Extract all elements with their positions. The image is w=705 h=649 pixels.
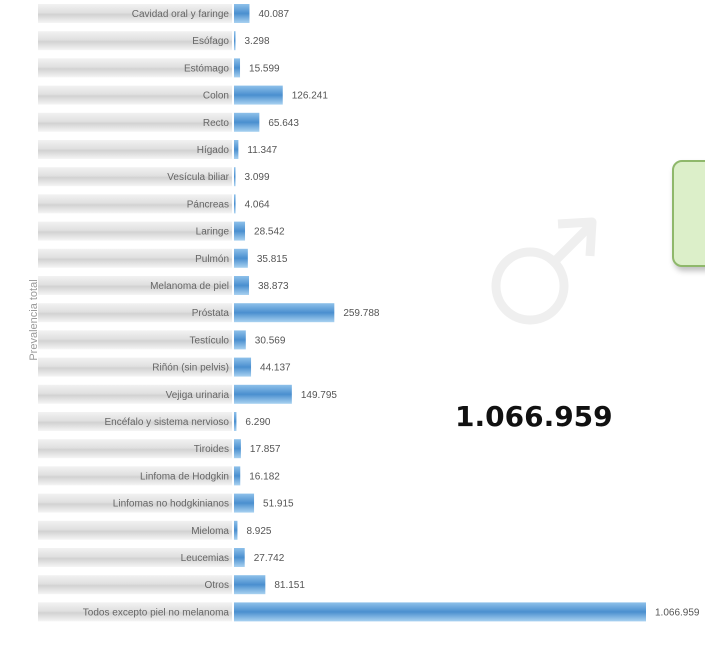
category-label: Otros: [205, 580, 229, 591]
category-label: Riñón (sin pelvis): [152, 363, 229, 374]
value-label: 30.569: [255, 335, 286, 346]
category-row-bg: [38, 466, 232, 486]
bar: [234, 412, 237, 431]
category-label: Esófago: [192, 36, 229, 47]
bar: [234, 357, 252, 377]
bar: [234, 167, 236, 187]
value-label: 40.087: [258, 9, 289, 20]
category-row-bg: [38, 357, 232, 377]
category-row-bg: [38, 31, 232, 51]
category-row-bg: [38, 575, 232, 595]
value-label: 149.795: [301, 390, 338, 401]
bar: [234, 140, 239, 159]
value-label: 51.915: [263, 499, 294, 510]
value-label: 81.151: [274, 580, 305, 591]
category-label: Linfomas no hodgkinianos: [113, 499, 229, 510]
bar: [234, 4, 250, 23]
value-label: 126.241: [292, 91, 329, 102]
category-label: Tiroides: [194, 444, 229, 455]
category-row-bg: [38, 4, 232, 23]
category-label: Hígado: [197, 145, 230, 156]
category-label: Páncreas: [187, 199, 229, 210]
bar: [234, 493, 255, 513]
value-label: 3.099: [245, 172, 270, 183]
category-label: Vejiga urinaria: [166, 390, 230, 401]
category-label: Mieloma: [191, 526, 229, 537]
category-row-bg: [38, 167, 232, 187]
value-label: 8.925: [246, 526, 271, 537]
category-label: Próstata: [192, 308, 230, 319]
category-label: Recto: [203, 118, 230, 129]
category-row-bg: [38, 221, 232, 241]
category-label: Todos excepto piel no melanoma: [83, 607, 230, 618]
bar: [234, 575, 266, 595]
category-row-bg: [38, 548, 232, 567]
category-label: Estómago: [184, 63, 229, 74]
category-row-bg: [38, 194, 232, 214]
value-label: 17.857: [250, 444, 281, 455]
bar: [234, 466, 241, 486]
category-label: Laringe: [196, 227, 230, 238]
bar: [234, 548, 245, 567]
callout-box: [672, 160, 705, 267]
y-axis-label: Prevalencia total: [28, 279, 40, 361]
category-row-bg: [38, 493, 232, 513]
value-label: 1.066.959: [655, 607, 700, 618]
category-label: Colon: [203, 91, 229, 102]
value-label: 3.298: [245, 36, 270, 47]
category-row-bg: [38, 112, 232, 132]
category-label: Melanoma de piel: [150, 281, 229, 292]
category-row-bg: [38, 384, 232, 404]
category-row-bg: [38, 303, 232, 323]
bar: [234, 248, 248, 268]
value-label: 65.643: [268, 118, 299, 129]
category-row-bg: [38, 140, 232, 159]
bar: [234, 112, 260, 132]
category-row-bg: [38, 602, 232, 622]
category-label: Cavidad oral y faringe: [132, 9, 230, 20]
category-row-bg: [38, 330, 232, 350]
value-label: 6.290: [245, 417, 270, 428]
category-row-bg: [38, 412, 232, 431]
category-label: Vesícula biliar: [167, 172, 229, 183]
value-label: 16.182: [249, 471, 280, 482]
bar: [234, 58, 241, 78]
category-row-bg: [38, 248, 232, 268]
value-label: 11.347: [247, 145, 277, 156]
category-label: Testículo: [190, 335, 230, 346]
bar: [234, 330, 246, 350]
bar: [234, 384, 292, 404]
category-row-bg: [38, 85, 232, 105]
category-row-bg: [38, 439, 232, 459]
bar: [234, 31, 236, 51]
category-label: Linfoma de Hodgkin: [140, 471, 229, 482]
category-label: Leucemias: [181, 553, 229, 564]
category-label: Encéfalo y sistema nervioso: [104, 417, 229, 428]
category-row-bg: [38, 276, 232, 295]
bar: [234, 85, 283, 105]
male-sign-icon: [491, 217, 597, 325]
bar: [234, 194, 236, 214]
value-label: 35.815: [257, 254, 288, 265]
category-row-bg: [38, 58, 232, 78]
total-prevalence-number: 1.066.959: [455, 400, 613, 433]
value-label: 27.742: [254, 553, 285, 564]
bar: [234, 520, 238, 540]
value-label: 4.064: [245, 199, 270, 210]
value-label: 259.788: [343, 308, 380, 319]
value-label: 28.542: [254, 227, 285, 238]
category-row-bg: [38, 520, 232, 540]
category-label: Pulmón: [195, 254, 229, 265]
bar: [234, 303, 335, 323]
value-label: 44.137: [260, 363, 291, 374]
bar: [234, 602, 646, 622]
bar: [234, 221, 246, 241]
bar: [234, 276, 250, 295]
value-label: 38.873: [258, 281, 289, 292]
value-label: 15.599: [249, 63, 280, 74]
bar: [234, 439, 241, 459]
